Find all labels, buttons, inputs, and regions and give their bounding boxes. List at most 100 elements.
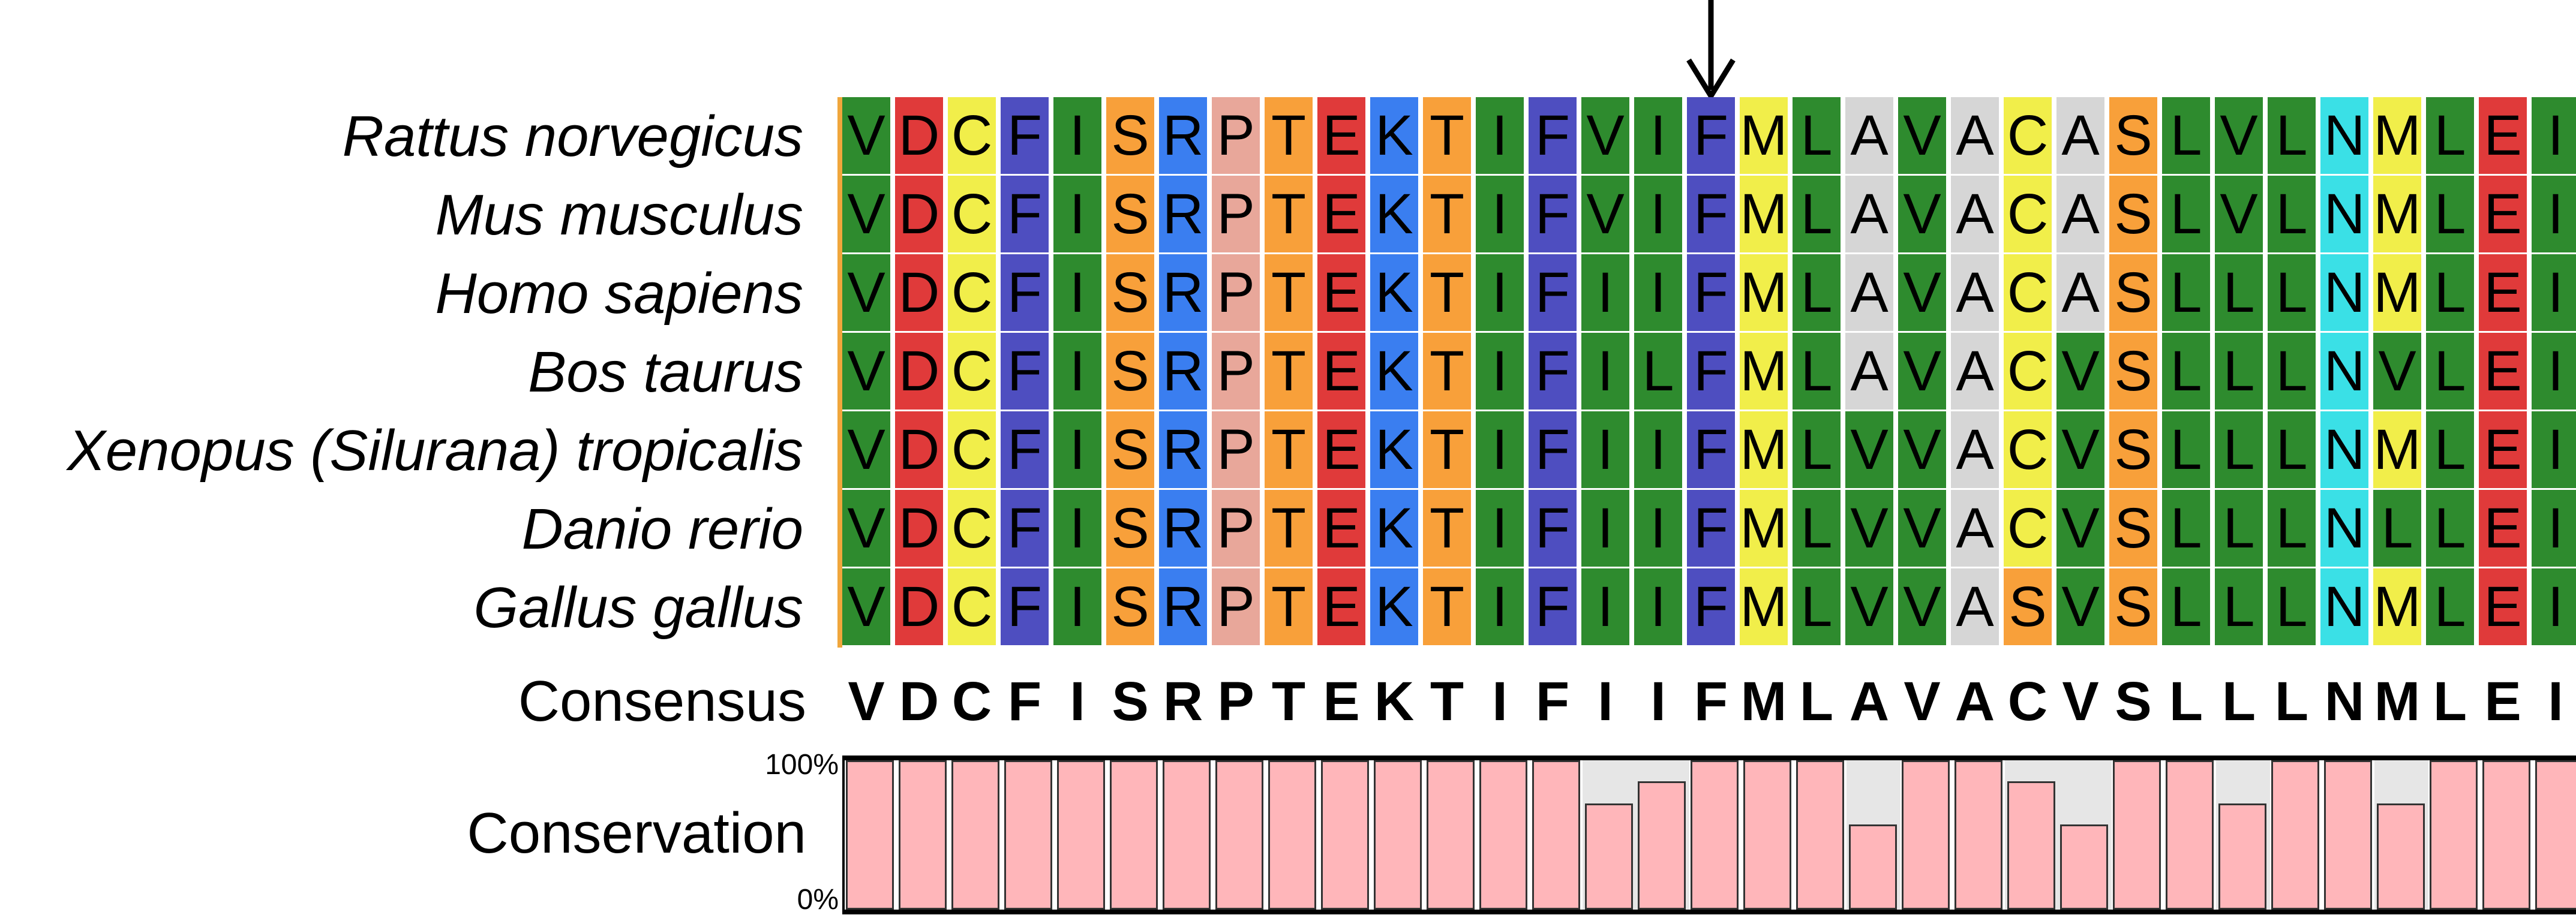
- residue-cell: M: [2373, 568, 2421, 645]
- consensus-residue: A: [1849, 671, 1890, 732]
- residue-cell: V: [842, 411, 890, 488]
- conservation-bar: [1954, 760, 2002, 910]
- conservation-bar: [1585, 803, 1633, 910]
- consensus-residue: V: [848, 671, 885, 732]
- residue-cell: L: [2215, 411, 2263, 488]
- residue-cell: L: [1793, 254, 1841, 331]
- conservation-bar: [2271, 760, 2319, 910]
- residue-cell: A: [1951, 490, 1999, 567]
- residue-cell: E: [1317, 254, 1365, 331]
- conservation-bar: [2007, 781, 2055, 910]
- residue-cell: I: [1476, 568, 1524, 645]
- residue-cell: V: [2215, 97, 2263, 174]
- residue-cell: R: [1159, 97, 1207, 174]
- residue-cell: T: [1265, 97, 1313, 174]
- residue-cell: F: [1529, 333, 1577, 410]
- residue-cell: C: [2004, 490, 2052, 567]
- residue-cell: T: [1423, 333, 1471, 410]
- residue-cell: L: [2215, 333, 2263, 410]
- residue-cell: K: [1370, 333, 1418, 410]
- residue-cell: F: [1529, 568, 1577, 645]
- conservation-max-label: 100%: [765, 749, 839, 781]
- consensus-residue: T: [1430, 671, 1464, 732]
- residue-cell: V: [1898, 97, 1946, 174]
- consensus-residue: T: [1271, 671, 1306, 732]
- consensus-residue: I: [1070, 671, 1085, 732]
- residue-cell: D: [895, 254, 943, 331]
- conservation-bar: [1902, 760, 1950, 910]
- residue-cell: L: [2268, 97, 2316, 174]
- conservation-bar: [1057, 760, 1105, 910]
- residue-cell: D: [895, 97, 943, 174]
- conservation-bar: [1110, 760, 1158, 910]
- residue-cell: N: [2320, 254, 2368, 331]
- residue-cell: K: [1370, 411, 1418, 488]
- consensus-residue: C: [2007, 671, 2048, 732]
- residue-cell: L: [2268, 490, 2316, 567]
- residue-cell: L: [2426, 411, 2474, 488]
- residue-cell: F: [1001, 411, 1049, 488]
- residue-cell: V: [1898, 176, 1946, 252]
- residue-cell: I: [1581, 490, 1629, 567]
- conservation-bar: [1163, 760, 1211, 910]
- residue-cell: L: [1793, 333, 1841, 410]
- conservation-bar: [2482, 760, 2530, 910]
- residue-cell: V: [842, 490, 890, 567]
- alignment-left-edge: [837, 97, 842, 648]
- residue-cell: V: [2056, 411, 2104, 488]
- residue-cell: I: [2532, 568, 2576, 645]
- residue-cell: L: [2426, 568, 2474, 645]
- residue-cell: P: [1212, 490, 1260, 567]
- residue-cell: I: [2532, 333, 2576, 410]
- residue-cell: M: [2373, 97, 2421, 174]
- residue-cell: I: [2532, 411, 2576, 488]
- residue-cell: I: [1053, 97, 1101, 174]
- residue-cell: T: [1423, 176, 1471, 252]
- residue-cell: F: [1001, 333, 1049, 410]
- residue-cell: V: [2056, 490, 2104, 567]
- residue-cell: A: [1951, 97, 1999, 174]
- residue-cell: L: [2426, 176, 2474, 252]
- residue-cell: A: [2056, 254, 2104, 331]
- consensus-residue: K: [1374, 671, 1415, 732]
- residue-cell: V: [1898, 568, 1946, 645]
- residue-cell: S: [2109, 97, 2157, 174]
- residue-cell: S: [2109, 333, 2157, 410]
- residue-cell: I: [1053, 254, 1101, 331]
- residue-cell: I: [1476, 490, 1524, 567]
- consensus-residue: L: [2274, 671, 2309, 732]
- residue-cell: K: [1370, 97, 1418, 174]
- residue-cell: K: [1370, 254, 1418, 331]
- residue-cell: F: [1687, 411, 1735, 488]
- residue-cell: M: [1740, 254, 1788, 331]
- residue-cell: E: [1317, 176, 1365, 252]
- residue-cell: E: [2479, 333, 2527, 410]
- species-label: Danio rerio: [521, 497, 803, 561]
- residue-cell: F: [1529, 176, 1577, 252]
- conservation-bar: [951, 760, 999, 910]
- residue-cell: T: [1423, 411, 1471, 488]
- residue-cell: C: [2004, 254, 2052, 331]
- species-label: Rattus norvegicus: [342, 104, 803, 168]
- conservation-bar: [899, 760, 947, 910]
- residue-cell: D: [895, 411, 943, 488]
- residue-cell: I: [1634, 490, 1682, 567]
- residue-cell: V: [842, 254, 890, 331]
- residue-cell: F: [1529, 254, 1577, 331]
- consensus-residue: L: [2433, 671, 2467, 732]
- species-label: Mus musculus: [435, 183, 804, 247]
- residue-cell: F: [1001, 176, 1049, 252]
- conservation-bar: [1796, 760, 1844, 910]
- residue-cell: A: [1951, 254, 1999, 331]
- residue-cell: M: [1740, 490, 1788, 567]
- residue-cell: V: [842, 568, 890, 645]
- residue-cell: P: [1212, 176, 1260, 252]
- conservation-label: Conservation: [467, 801, 806, 865]
- residue-cell: L: [2268, 411, 2316, 488]
- conservation-chart: [842, 756, 2576, 914]
- residue-cell: S: [1106, 333, 1154, 410]
- residue-cell: E: [2479, 568, 2527, 645]
- residue-cell: L: [2426, 254, 2474, 331]
- residue-cell: I: [2532, 97, 2576, 174]
- conservation-bar: [1849, 824, 1897, 910]
